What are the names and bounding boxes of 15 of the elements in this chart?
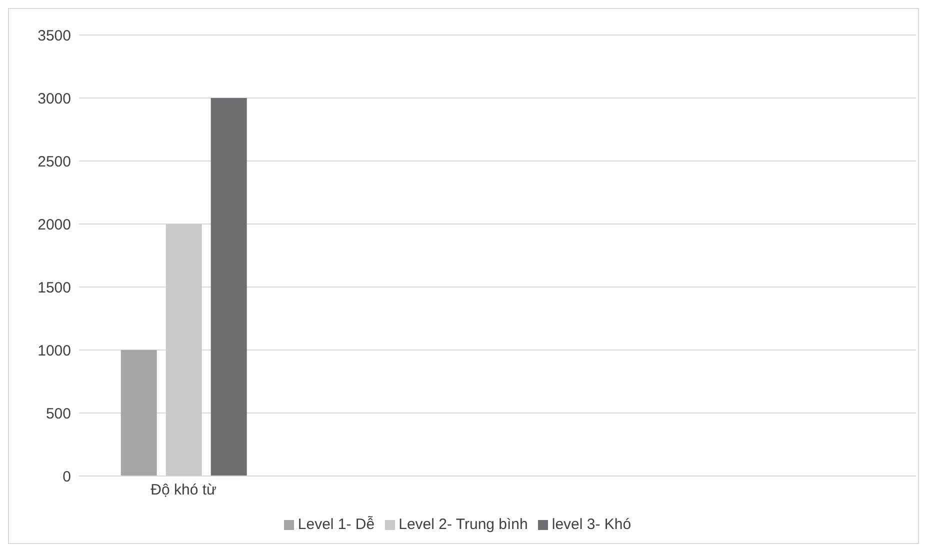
y-tick-label: 3000 (38, 90, 71, 108)
y-tick-label: 2500 (38, 153, 71, 170)
y-tick-label: 2000 (38, 216, 71, 234)
y-tick-label: 1000 (38, 342, 71, 360)
y-tick-label: 500 (46, 405, 71, 422)
bar (210, 98, 247, 476)
x-tick-label: Độ khó từ (150, 482, 217, 499)
bar (120, 350, 157, 476)
legend-label: level 3- Khó (552, 516, 632, 533)
y-tick-label: 1500 (38, 279, 71, 296)
legend-label: Level 1- Dễ (298, 516, 375, 533)
legend-label: Level 2- Trung bình (398, 516, 528, 533)
y-tick-label: 0 (62, 468, 71, 486)
y-tick-label: 3500 (38, 27, 71, 44)
bar (166, 224, 202, 476)
